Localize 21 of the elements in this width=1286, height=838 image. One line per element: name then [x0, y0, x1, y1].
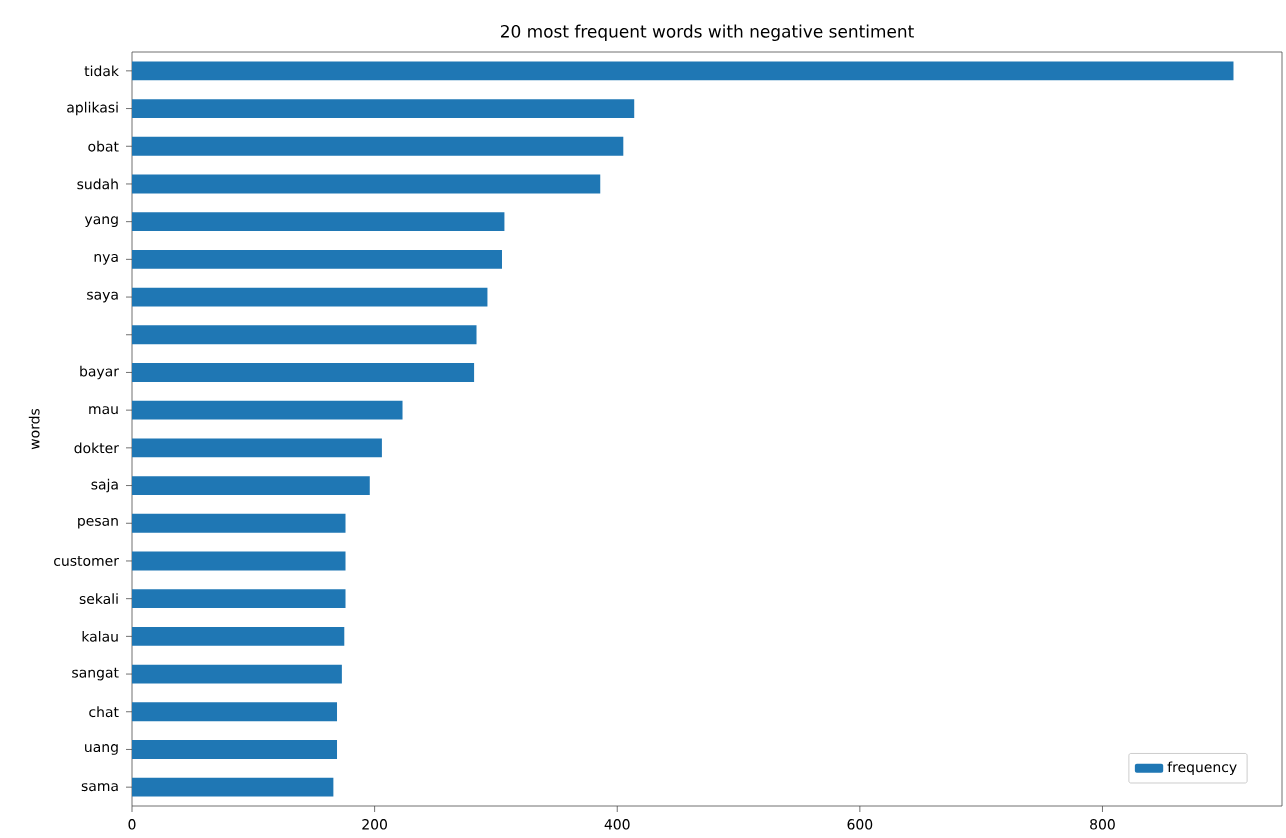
bar: [132, 249, 502, 269]
bar: [132, 740, 338, 759]
bar: [132, 626, 345, 646]
bar: [132, 438, 382, 458]
bar: [132, 212, 505, 232]
bar: [132, 400, 403, 420]
bar: [132, 589, 346, 609]
bar: [132, 287, 488, 307]
bar: [132, 136, 624, 156]
bar: [132, 777, 334, 797]
bar: [132, 99, 635, 118]
bar: [132, 325, 477, 345]
bar: [132, 476, 370, 495]
bar: [132, 174, 601, 194]
bar: [132, 664, 342, 684]
chart-title: 20 most frequent words with negative sentiment: [501, 24, 914, 42]
bar: [132, 551, 346, 571]
bar: [132, 513, 346, 533]
bar: [132, 363, 475, 382]
bar: [132, 702, 338, 722]
bar: [132, 61, 1234, 81]
